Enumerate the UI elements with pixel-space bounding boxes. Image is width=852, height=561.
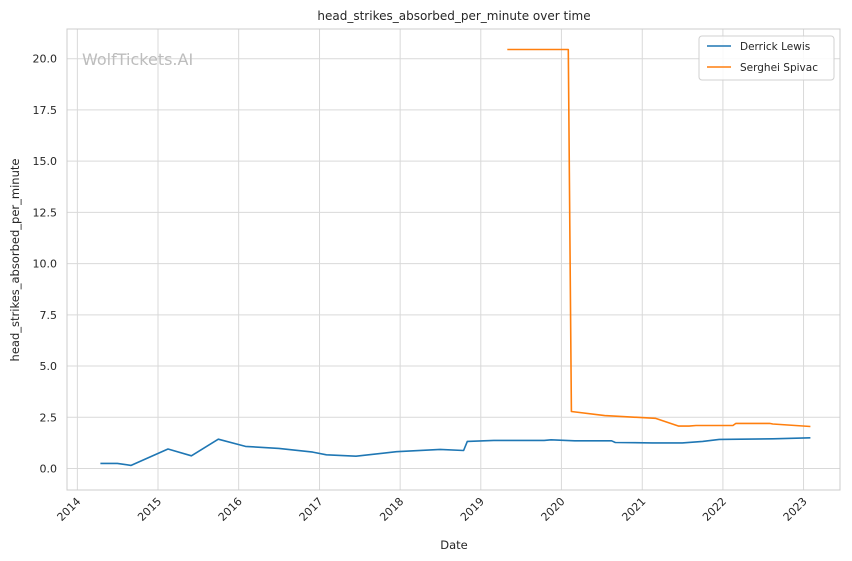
y-axis-ticks: 0.0 2.5 5.0 7.5 10.0 12.5 15.0 17.5 20.0 bbox=[33, 53, 58, 476]
y-axis-label: head_strikes_absorbed_per_minute bbox=[8, 159, 22, 362]
plot-frame bbox=[66, 28, 841, 491]
y-tick-label: 12.5 bbox=[33, 206, 58, 219]
y-tick-label: 10.0 bbox=[33, 258, 58, 271]
series-line-serghei-spivac bbox=[507, 48, 811, 428]
legend-label-derrick-lewis: Derrick Lewis bbox=[740, 41, 810, 53]
x-axis-ticks: 2014 2015 2016 2017 2018 2019 2020 2021 2022 2023 bbox=[55, 495, 810, 524]
y-tick-label: 5.0 bbox=[40, 360, 58, 373]
y-tick-label: 20.0 bbox=[33, 53, 58, 66]
legend-box bbox=[698, 35, 835, 81]
series-lines bbox=[100, 48, 811, 467]
legend: Derrick Lewis Serghei Spivac bbox=[698, 35, 835, 81]
grid bbox=[67, 29, 840, 490]
chart-title: head_strikes_absorbed_per_minute over ti… bbox=[317, 9, 590, 23]
x-axis-label: Date bbox=[440, 538, 468, 552]
y-tick-label: 0.0 bbox=[40, 462, 58, 475]
watermark-text: WolfTickets.AI bbox=[82, 50, 193, 69]
legend-label-serghei-spivac: Serghei Spivac bbox=[740, 62, 818, 74]
y-tick-label: 17.5 bbox=[33, 104, 58, 117]
y-tick-label: 7.5 bbox=[40, 309, 58, 322]
y-tick-label: 2.5 bbox=[40, 411, 58, 424]
series-line-derrick-lewis bbox=[100, 437, 811, 467]
y-tick-label: 15.0 bbox=[33, 155, 58, 168]
